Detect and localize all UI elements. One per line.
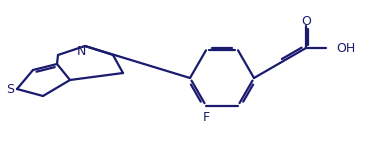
Text: O: O: [301, 14, 311, 28]
Text: OH: OH: [336, 41, 355, 55]
Text: N: N: [76, 45, 86, 57]
Text: F: F: [202, 111, 210, 124]
Text: S: S: [6, 83, 14, 95]
